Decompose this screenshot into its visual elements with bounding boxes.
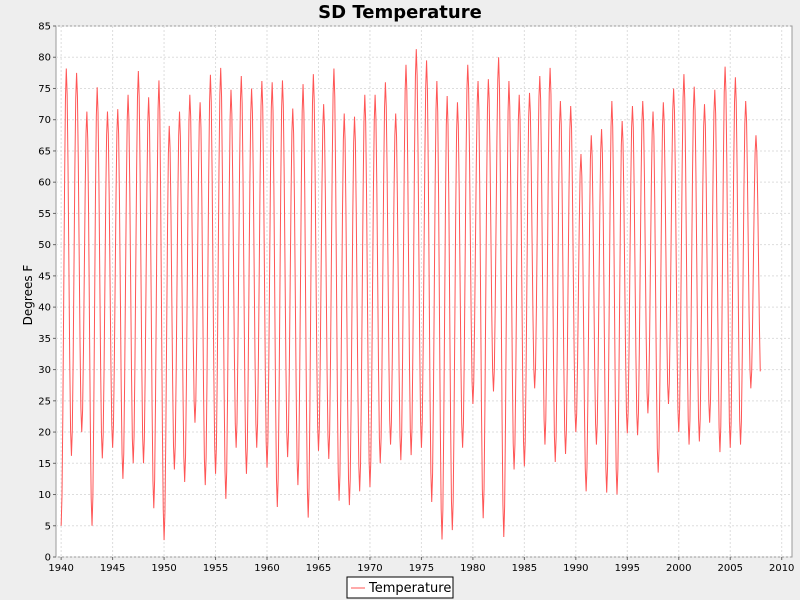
x-tick-label: 1995 [615, 563, 640, 574]
y-tick-label: 70 [38, 115, 51, 126]
y-tick-label: 0 [45, 553, 51, 564]
y-tick-label: 15 [38, 459, 51, 470]
x-tick-label: 1975 [409, 563, 434, 574]
x-axis: 1940 1945 1950 1955 1960 1965 1970 1975 1980 1985… [48, 557, 794, 574]
y-tick-label: 5 [45, 521, 51, 532]
x-tick-label: 1940 [48, 563, 73, 574]
y-tick-label: 45 [38, 271, 51, 282]
y-tick-label: 25 [38, 396, 51, 407]
y-tick-label: 20 [38, 428, 51, 439]
x-tick-label: 1980 [460, 563, 485, 574]
y-tick-label: 80 [38, 53, 51, 64]
x-tick-label: 1985 [512, 563, 537, 574]
y-tick-label: 40 [38, 303, 51, 314]
y-tick-label: 85 [38, 22, 51, 33]
legend-box [346, 576, 454, 599]
y-tick-label: 10 [38, 490, 51, 501]
x-tick-label: 1965 [306, 563, 331, 574]
x-tick-label: 1950 [151, 563, 176, 574]
x-tick-label: 1945 [100, 563, 125, 574]
legend: Temperature [346, 576, 454, 599]
x-tick-label: 1990 [563, 563, 588, 574]
y-tick-label: 75 [38, 84, 51, 95]
y-tick-label: 50 [38, 240, 51, 251]
temperature-series-line [60, 49, 761, 541]
y-tick-label: 65 [38, 146, 51, 157]
y-axis-label: Degrees F [21, 265, 35, 326]
x-tick-label: 1970 [357, 563, 382, 574]
y-axis: 0 5 10 15 20 25 30 35 40 45 50 55 60 65 70 75 80 85 [38, 22, 56, 564]
y-tick-label: 30 [38, 365, 51, 376]
legend-label-temperature: Temperature [368, 581, 451, 596]
x-tick-label: 2005 [718, 563, 743, 574]
x-tick-label: 2010 [769, 563, 794, 574]
y-tick-label: 60 [38, 178, 51, 189]
y-tick-label: 55 [38, 209, 51, 220]
x-tick-label: 1960 [254, 563, 279, 574]
chart-title: SD Temperature [318, 2, 482, 23]
y-tick-label: 35 [38, 334, 51, 345]
x-tick-label: 1955 [203, 563, 228, 574]
x-tick-label: 2000 [666, 563, 691, 574]
